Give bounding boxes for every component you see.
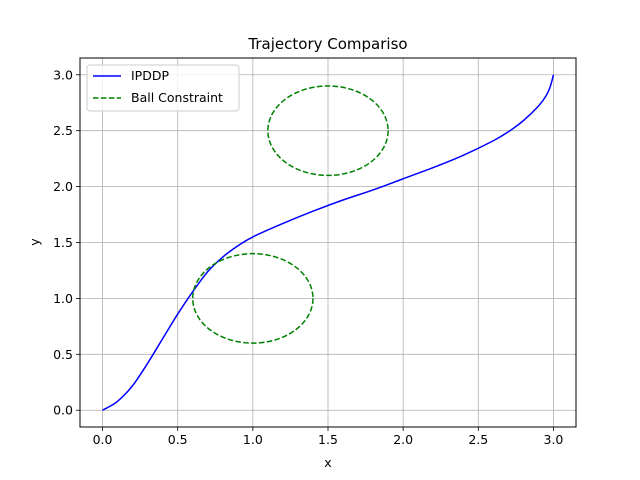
- y-axis-label: y: [27, 238, 42, 246]
- x-tick-label: 2.5: [468, 432, 488, 447]
- legend-box: [86, 64, 240, 112]
- y-tick-label: 1.0: [53, 291, 73, 306]
- ball-constraint-circle: [191, 252, 314, 344]
- y-tick-label: 0.5: [53, 347, 73, 362]
- legend-label-ipddp: IPDDP: [131, 68, 169, 83]
- legend: IPDDP Ball Constraint: [86, 64, 240, 112]
- legend-label-ball-constraint: Ball Constraint: [131, 90, 223, 105]
- y-tick-label: 0.0: [53, 403, 73, 418]
- x-tick-label: 1.0: [243, 432, 263, 447]
- chart-title: Trajectory Compariso: [247, 35, 407, 53]
- y-tick-label: 2.0: [53, 179, 73, 194]
- tick-layer: 0.0 0.5 1.0 1.5 2.0 2.5 3.0 0.0 0.5 1.0 1.5 2.0 2.5 3…: [53, 67, 563, 447]
- x-tick-label: 0.5: [168, 432, 188, 447]
- x-tick-label: 0.0: [93, 432, 113, 447]
- x-axis-label: x: [324, 455, 331, 470]
- y-tick-label: 2.5: [53, 123, 73, 138]
- x-tick-label: 2.0: [393, 432, 413, 447]
- x-tick-label: 3.0: [544, 432, 564, 447]
- y-tick-label: 1.5: [53, 235, 73, 250]
- x-tick-label: 1.5: [318, 432, 338, 447]
- series-layer: [102, 74, 555, 411]
- ball-constraint-circle: [267, 85, 389, 177]
- y-tick-label: 3.0: [53, 67, 73, 82]
- grid-layer: [80, 58, 576, 427]
- trajectory-line-ipddp: [102, 74, 555, 411]
